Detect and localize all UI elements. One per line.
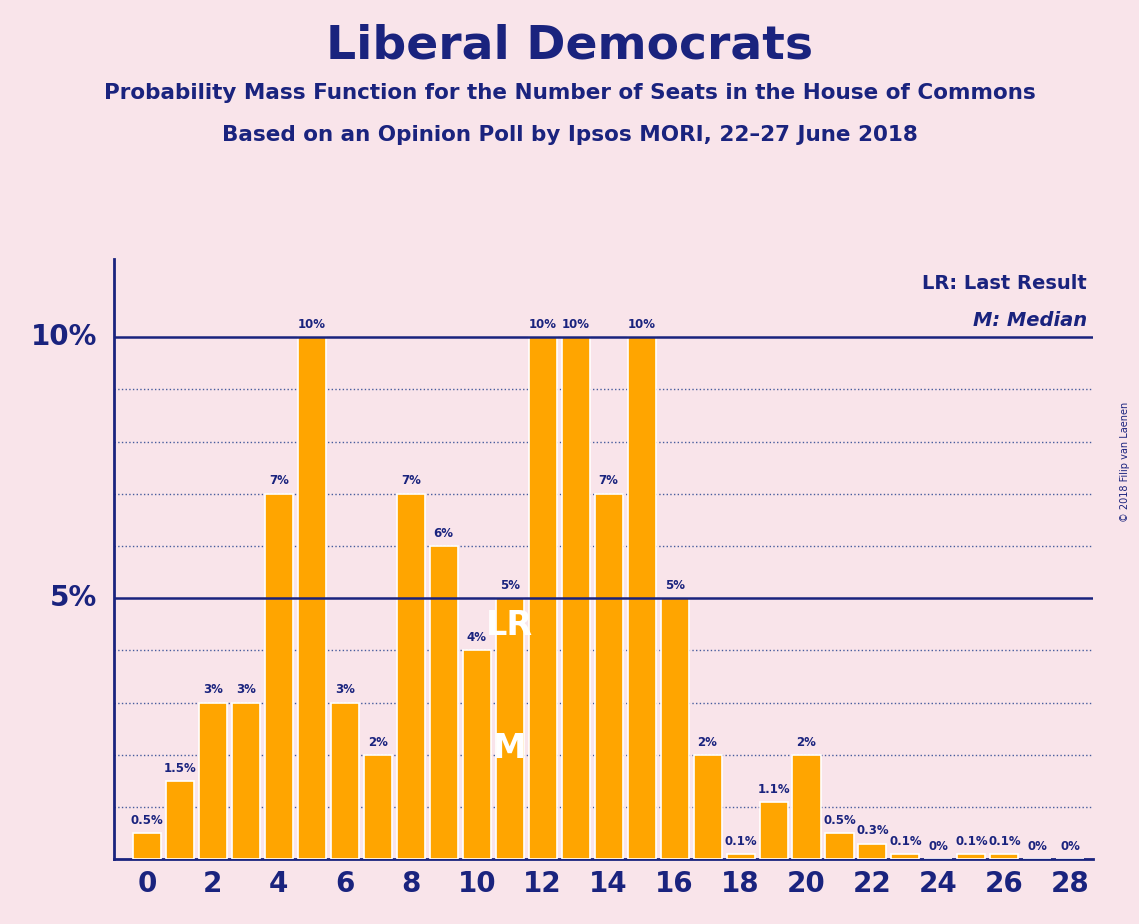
Text: 0.1%: 0.1% (988, 834, 1021, 848)
Bar (166, 781, 194, 859)
Text: Liberal Democrats: Liberal Democrats (326, 23, 813, 68)
Bar (661, 598, 689, 859)
Bar (991, 854, 1018, 859)
Bar (793, 755, 820, 859)
Text: M: M (493, 733, 526, 765)
Text: M: Median: M: Median (973, 311, 1087, 330)
Text: 1.5%: 1.5% (164, 761, 196, 774)
Text: © 2018 Filip van Laenen: © 2018 Filip van Laenen (1121, 402, 1130, 522)
Text: 0%: 0% (928, 840, 949, 853)
Text: 1.1%: 1.1% (757, 783, 789, 796)
Text: 0.3%: 0.3% (857, 824, 888, 837)
Text: 5%: 5% (500, 579, 519, 592)
Bar (363, 755, 392, 859)
Text: 4%: 4% (467, 631, 486, 644)
Text: 0%: 0% (1027, 840, 1047, 853)
Bar (199, 702, 227, 859)
Text: 6%: 6% (434, 527, 453, 540)
Bar (133, 833, 161, 859)
Text: 10%: 10% (628, 318, 656, 331)
Bar (297, 337, 326, 859)
Text: Based on an Opinion Poll by Ipsos MORI, 22–27 June 2018: Based on an Opinion Poll by Ipsos MORI, … (222, 125, 917, 145)
Text: 10%: 10% (528, 318, 557, 331)
Bar (826, 833, 853, 859)
Bar (264, 493, 293, 859)
Bar (727, 854, 754, 859)
Text: 7%: 7% (599, 474, 618, 488)
Bar (760, 802, 787, 859)
Text: 0.1%: 0.1% (956, 834, 988, 848)
Text: 0.1%: 0.1% (724, 834, 756, 848)
Text: 0.5%: 0.5% (823, 814, 855, 827)
Text: 2%: 2% (796, 736, 817, 748)
Text: 0.5%: 0.5% (131, 814, 163, 827)
Bar (694, 755, 722, 859)
Bar (562, 337, 590, 859)
Text: 10%: 10% (31, 323, 98, 351)
Text: 2%: 2% (697, 736, 718, 748)
Bar (892, 854, 919, 859)
Bar (859, 844, 886, 859)
Bar (628, 337, 656, 859)
Bar (595, 493, 623, 859)
Text: LR: Last Result: LR: Last Result (923, 274, 1087, 294)
Text: 10%: 10% (297, 318, 326, 331)
Text: LR: LR (486, 609, 533, 641)
Text: 3%: 3% (203, 684, 223, 697)
Bar (958, 854, 985, 859)
Bar (528, 337, 557, 859)
Bar (495, 598, 524, 859)
Bar (462, 650, 491, 859)
Text: 7%: 7% (401, 474, 420, 488)
Bar (429, 546, 458, 859)
Text: 7%: 7% (269, 474, 289, 488)
Text: 10%: 10% (562, 318, 590, 331)
Text: 3%: 3% (236, 684, 256, 697)
Text: 0%: 0% (1060, 840, 1080, 853)
Bar (396, 493, 425, 859)
Text: 5%: 5% (50, 584, 98, 613)
Bar (330, 702, 359, 859)
Text: 5%: 5% (664, 579, 685, 592)
Text: 0.1%: 0.1% (890, 834, 921, 848)
Bar (232, 702, 260, 859)
Text: Probability Mass Function for the Number of Seats in the House of Commons: Probability Mass Function for the Number… (104, 83, 1035, 103)
Text: 3%: 3% (335, 684, 354, 697)
Text: 2%: 2% (368, 736, 387, 748)
